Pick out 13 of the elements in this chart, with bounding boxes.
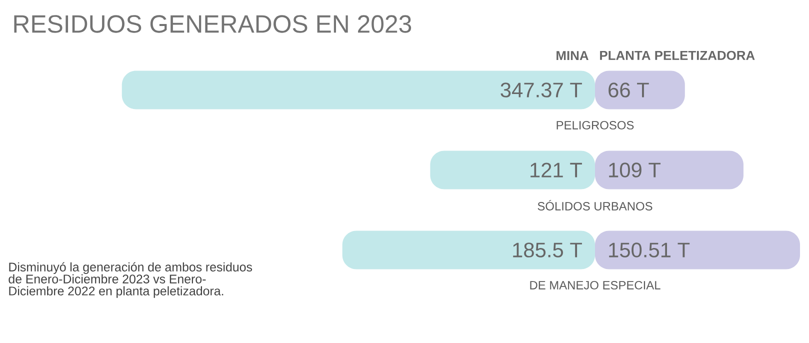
- y-tick-label: DE MANEJO ESPECIAL: [530, 280, 660, 290]
- y-tick-label: SÓLIDOS URBANOS: [538, 200, 652, 210]
- chart-title: RESIDUOS GENERADOS EN 2023: [14, 15, 412, 33]
- series-label: PLANTA PELETIZADORA: [600, 50, 755, 60]
- annotation: Disminuyó la generación de ambos residuos de Enero-Diciembre 2023 vs Enero-Diciembre 2022 en planta peletizadora.: [8, 262, 252, 298]
- data-label: 185.5 T: [513, 242, 582, 258]
- data-label: 150.51 T: [609, 242, 690, 258]
- data-label: 109 T: [609, 162, 661, 178]
- data-label: 347.37 T: [500, 82, 582, 98]
- data-label: 121 T: [530, 162, 582, 178]
- data-label: 66 T: [608, 82, 649, 98]
- series-label: MINA: [556, 51, 588, 60]
- y-tick-label: PELIGROSOS: [556, 120, 634, 130]
